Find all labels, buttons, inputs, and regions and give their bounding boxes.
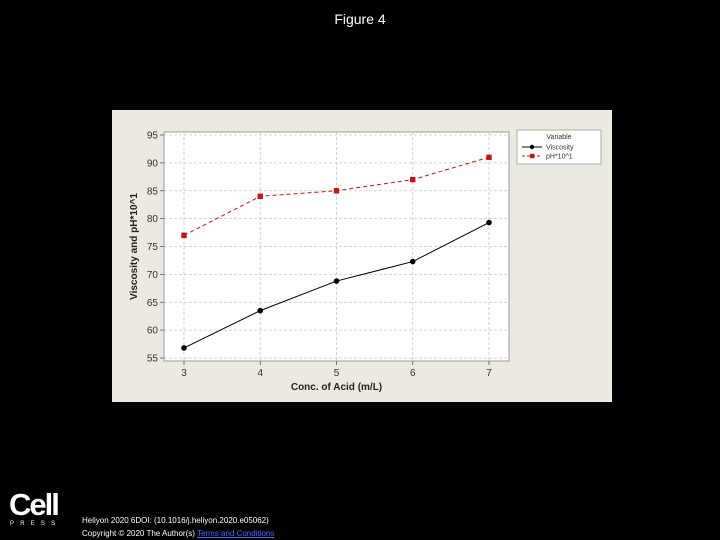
data-point-ph — [333, 188, 340, 194]
y-tick-label: 85 — [147, 186, 159, 197]
x-tick-label: 6 — [410, 368, 416, 379]
y-tick-label: 95 — [147, 131, 159, 142]
terms-link[interactable]: Terms and Conditions — [197, 529, 275, 538]
y-tick-label: 60 — [147, 326, 159, 337]
data-point-viscosity — [486, 219, 492, 226]
cell-press-logo: Cell PRESS — [9, 487, 69, 530]
data-point-viscosity — [257, 307, 264, 314]
line-chart: 55 60 65 70 75 80 85 90 95 3 4 5 6 7 Conc. of Acid (m/… — [129, 129, 602, 393]
x-tick-label: 7 — [486, 368, 492, 379]
y-tick-label: 70 — [147, 270, 159, 281]
data-point-ph — [257, 193, 263, 200]
y-axis-label: Viscosity and pH*10^1 — [129, 193, 140, 300]
data-point-viscosity — [333, 278, 340, 284]
data-point-viscosity — [181, 345, 187, 351]
data-point-ph — [181, 232, 187, 239]
citation-block: Heliyon 2020 6DOI: (10.1016/j.heliyon.20… — [82, 514, 274, 540]
legend-title: Variable — [546, 134, 571, 141]
legend-label: Viscosity — [546, 145, 574, 152]
citation-text: Heliyon 2020 6DOI: (10.1016/j.heliyon.20… — [82, 516, 269, 525]
legend-marker — [529, 144, 535, 150]
y-tick-label: 65 — [147, 298, 159, 309]
slide-title: Figure 4 — [334, 11, 386, 27]
data-point-ph — [410, 176, 416, 183]
data-point-viscosity — [409, 258, 416, 265]
x-axis-label: Conc. of Acid (m/L) — [291, 382, 382, 393]
copyright-line: Copyright © 2020 The Author(s) Terms and… — [82, 527, 274, 540]
x-tick-label: 4 — [257, 368, 263, 379]
x-tick-label: 5 — [334, 368, 340, 379]
legend-marker — [530, 153, 535, 159]
logo-subtitle: PRESS — [10, 521, 62, 527]
chart-figure: 55 60 65 70 75 80 85 90 95 3 4 5 6 7 Conc. of Acid (m/… — [112, 110, 612, 402]
y-tick-label: 55 — [147, 354, 159, 365]
x-tick-label: 3 — [181, 368, 187, 379]
y-tick-label: 80 — [147, 214, 159, 225]
y-tick-label: 75 — [147, 242, 159, 253]
copyright-text: Copyright © 2020 The Author(s) — [82, 529, 195, 538]
y-tick-label: 90 — [147, 158, 159, 169]
data-point-ph — [486, 154, 492, 160]
logo-word: Cell — [9, 487, 60, 522]
legend-label: pH*10^1 — [546, 154, 573, 161]
